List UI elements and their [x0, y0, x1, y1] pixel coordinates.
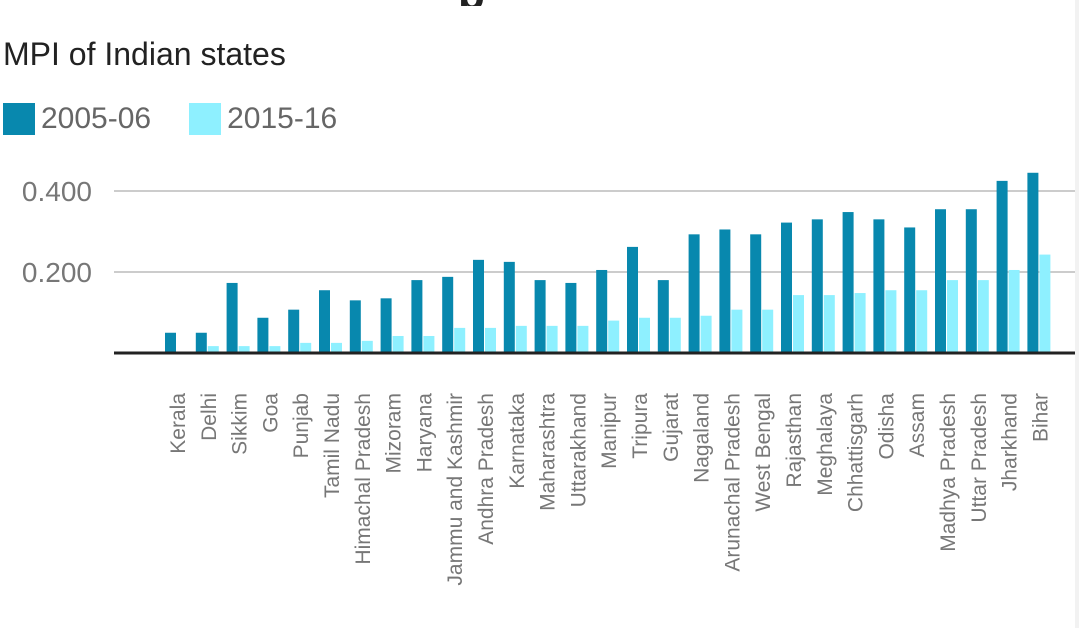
bar-2015-16: [238, 346, 250, 353]
bar-2005-06: [442, 276, 454, 353]
legend-label-2015-16: 2015-16: [227, 102, 338, 135]
x-tick-label: Goa: [259, 393, 282, 433]
bar-2015-16: [515, 325, 527, 353]
bar-2005-06: [565, 282, 577, 353]
bar-2015-16: [331, 342, 342, 353]
bar-2005-06: [534, 280, 546, 353]
bar-2015-16: [608, 320, 620, 353]
bar-2015-16: [300, 342, 312, 353]
x-tick-label: Himachal Pradesh: [352, 393, 375, 565]
x-tick-label: Nagaland: [691, 393, 714, 483]
x-tick-label: Tripura: [629, 393, 652, 459]
legend-item-2015-16: 2015-16: [189, 102, 337, 136]
bar-2005-06: [750, 234, 762, 353]
bar-2015-16: [916, 290, 928, 353]
bar-2005-06: [811, 219, 823, 353]
bar-2005-06: [380, 298, 392, 353]
x-tick-label: Bihar: [1029, 393, 1052, 442]
legend-swatch-2005-06: [3, 103, 35, 135]
bar-2015-16: [639, 317, 650, 353]
bar-2015-16: [485, 327, 496, 353]
x-tick-label: Maharashtra: [537, 393, 560, 511]
x-tick-label: Meghalaya: [814, 393, 837, 496]
bar-2015-16: [700, 315, 712, 353]
bar-2015-16: [731, 309, 743, 353]
bar-2005-06: [627, 246, 638, 353]
bar-2005-06: [1027, 172, 1039, 353]
bar-2015-16: [854, 293, 866, 353]
bar-2005-06: [411, 280, 423, 353]
bar-2015-16: [577, 325, 589, 353]
bar-2015-16: [669, 317, 681, 353]
y-tick-label: 0.200: [22, 257, 92, 288]
x-tick-label: Madhya Pradesh: [937, 393, 960, 552]
x-tick-label: Kerala: [167, 393, 190, 454]
bar-2005-06: [996, 180, 1008, 353]
x-tick-label: West Bengal: [752, 393, 775, 512]
bar-2015-16: [546, 325, 558, 353]
bar-2005-06: [257, 317, 269, 353]
x-tick-label: Assam: [906, 393, 929, 457]
bar-2015-16: [762, 309, 774, 353]
bar-2015-16: [1039, 254, 1051, 353]
x-tick-label: Jammu and Kashmir: [444, 393, 467, 586]
y-tick-label: 0.400: [22, 176, 92, 207]
bar-2005-06: [596, 269, 608, 353]
bar-2005-06: [657, 280, 669, 353]
bar-2015-16: [361, 340, 373, 353]
x-tick-label: Jharkhand: [999, 393, 1022, 491]
bar-2005-06: [904, 227, 916, 353]
bar-2005-06: [873, 219, 885, 353]
bar-2015-16: [947, 280, 958, 353]
legend-label-2005-06: 2005-06: [41, 102, 152, 135]
bar-2015-16: [423, 335, 435, 353]
bar-2015-16: [885, 290, 897, 353]
x-tick-label: Andhra Pradesh: [475, 393, 498, 545]
bar-2005-06: [965, 209, 977, 353]
bar-2015-16: [823, 295, 835, 353]
bar-2005-06: [319, 290, 330, 353]
bar-2005-06: [781, 222, 792, 353]
x-tick-label: Arunachal Pradesh: [721, 393, 744, 572]
x-tick-label: Haryana: [413, 393, 436, 473]
x-tick-label: Uttarakhand: [567, 393, 590, 507]
x-tick-label: Karnataka: [506, 393, 529, 489]
screen-edge: [1075, 0, 1079, 628]
x-tick-label: Punjab: [290, 393, 313, 458]
bar-2015-16: [793, 295, 804, 353]
bar-2005-06: [226, 282, 238, 353]
bar-2005-06: [473, 259, 484, 353]
x-tick-label: Sikkim: [229, 393, 252, 455]
bar-2015-16: [207, 346, 219, 353]
bar-2005-06: [842, 212, 854, 353]
bar-2005-06: [503, 261, 515, 353]
chart-legend: 2005-06 2015-16: [3, 102, 375, 136]
x-tick-label: Manipur: [598, 393, 621, 469]
bar-2005-06: [165, 332, 176, 353]
bar-2005-06: [195, 332, 207, 353]
x-tick-label: Chhattisgarh: [845, 393, 868, 512]
legend-item-2005-06: 2005-06: [3, 102, 151, 136]
x-tick-label: Mizoram: [383, 393, 406, 474]
bar-2015-16: [977, 280, 989, 353]
bar-2015-16: [269, 346, 281, 353]
x-tick-label: Gujarat: [660, 393, 683, 462]
legend-swatch-2015-16: [189, 103, 222, 135]
cut-off-heading: p: [458, 0, 498, 6]
x-tick-label: Uttar Pradesh: [968, 393, 991, 523]
bar-2005-06: [935, 209, 946, 353]
bar-2005-06: [719, 229, 731, 353]
bar-2015-16: [454, 327, 466, 353]
bar-2005-06: [688, 234, 700, 353]
x-tick-label: Delhi: [198, 393, 221, 441]
x-tick-label: Tamil Nadu: [321, 393, 344, 498]
x-tick-label: Odisha: [875, 393, 898, 460]
x-tick-label: Rajasthan: [783, 393, 806, 488]
bar-2015-16: [392, 335, 404, 353]
chart-title: MPI of Indian states: [3, 36, 286, 72]
bar-2005-06: [288, 309, 300, 353]
bar-2015-16: [1008, 269, 1020, 353]
bar-2005-06: [349, 300, 361, 353]
